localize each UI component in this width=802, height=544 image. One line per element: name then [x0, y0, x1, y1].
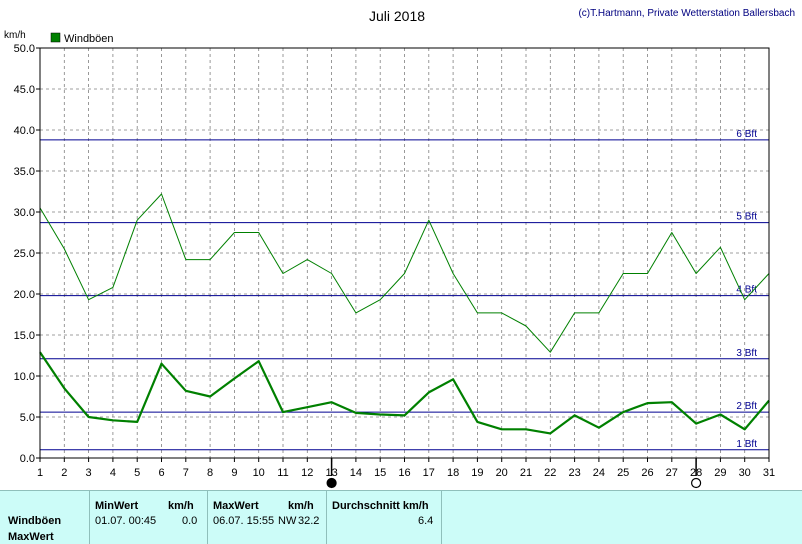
y-tick-label: 25.0	[14, 248, 35, 260]
x-tick-label: 21	[520, 467, 532, 479]
min-header: MinWert	[95, 500, 138, 512]
chart-title: Juli 2018	[369, 8, 425, 24]
x-tick-label: 4	[110, 467, 116, 479]
x-tick-label: 2	[61, 467, 67, 479]
divider	[207, 491, 208, 544]
y-tick-label: 30.0	[14, 207, 35, 219]
y-tick-label: 15.0	[14, 330, 35, 342]
beaufort-label: 5 Bft	[736, 212, 757, 223]
x-tick-label: 11	[277, 467, 288, 479]
x-tick-label: 6	[158, 467, 164, 479]
full-moon-icon	[692, 479, 701, 488]
y-tick-label: 10.0	[14, 371, 35, 383]
max-time: 06.07. 15:55	[213, 515, 274, 527]
x-tick-label: 14	[350, 467, 362, 479]
stats-panel: Windböen MaxWert MinWert km/h 01.07. 00:…	[0, 490, 802, 544]
min-unit: km/h	[168, 500, 194, 512]
x-tick-label: 1	[37, 467, 43, 479]
x-tick-label: 8	[207, 467, 213, 479]
x-tick-label: 17	[423, 467, 435, 479]
x-tick-label: 5	[134, 467, 140, 479]
row-label-windboeen: Windböen	[8, 515, 61, 527]
beaufort-label: 6 Bft	[736, 129, 757, 140]
beaufort-label: 1 Bft	[736, 439, 757, 450]
legend-swatch	[51, 33, 60, 42]
avg-value: 6.4	[418, 515, 433, 527]
x-tick-label: 29	[714, 467, 726, 479]
y-tick-label: 50.0	[14, 43, 35, 55]
divider	[441, 491, 442, 544]
unit-label: km/h	[4, 30, 26, 41]
max-header: MaxWert	[213, 500, 259, 512]
axis-ticks: 0.0 5.0 10.0 15.0 20.0 25.0 30.0 35.0 40.0 45.0 50…	[14, 43, 776, 479]
beaufort-label: 3 Bft	[736, 348, 757, 359]
x-tick-label: 18	[447, 467, 459, 479]
x-tick-label: 10	[253, 467, 265, 479]
x-tick-label: 3	[86, 467, 92, 479]
x-tick-label: 7	[183, 467, 189, 479]
max-unit: km/h	[288, 500, 314, 512]
x-tick-label: 16	[398, 467, 410, 479]
y-tick-label: 20.0	[14, 289, 35, 301]
row-label-maxwert: MaxWert	[8, 531, 54, 543]
x-tick-label: 26	[641, 467, 653, 479]
y-tick-label: 35.0	[14, 166, 35, 178]
y-tick-label: 0.0	[20, 453, 35, 465]
min-time: 01.07. 00:45	[95, 515, 156, 527]
max-direction: NW	[278, 515, 296, 527]
x-tick-label: 25	[617, 467, 629, 479]
min-value: 0.0	[182, 515, 197, 527]
x-tick-label: 31	[763, 467, 775, 479]
x-tick-label: 15	[374, 467, 386, 479]
divider	[326, 491, 327, 544]
y-tick-label: 40.0	[14, 125, 35, 137]
x-tick-label: 9	[231, 467, 237, 479]
legend-label: Windböen	[64, 33, 114, 45]
beaufort-label: 2 Bft	[736, 401, 757, 412]
y-tick-label: 5.0	[20, 412, 35, 424]
max-value: 32.2	[298, 515, 319, 527]
credit-text: (c)T.Hartmann, Private Wetterstation Bal…	[578, 8, 795, 19]
x-tick-label: 22	[544, 467, 556, 479]
x-tick-label: 20	[496, 467, 508, 479]
x-tick-label: 19	[471, 467, 483, 479]
x-tick-label: 24	[593, 467, 605, 479]
y-tick-label: 45.0	[14, 84, 35, 96]
x-tick-label: 30	[739, 467, 751, 479]
avg-header: Durchschnitt km/h	[332, 500, 429, 512]
new-moon-icon	[327, 479, 336, 488]
x-tick-label: 27	[666, 467, 678, 479]
divider	[89, 491, 90, 544]
x-tick-label: 23	[568, 467, 580, 479]
x-tick-label: 12	[301, 467, 313, 479]
